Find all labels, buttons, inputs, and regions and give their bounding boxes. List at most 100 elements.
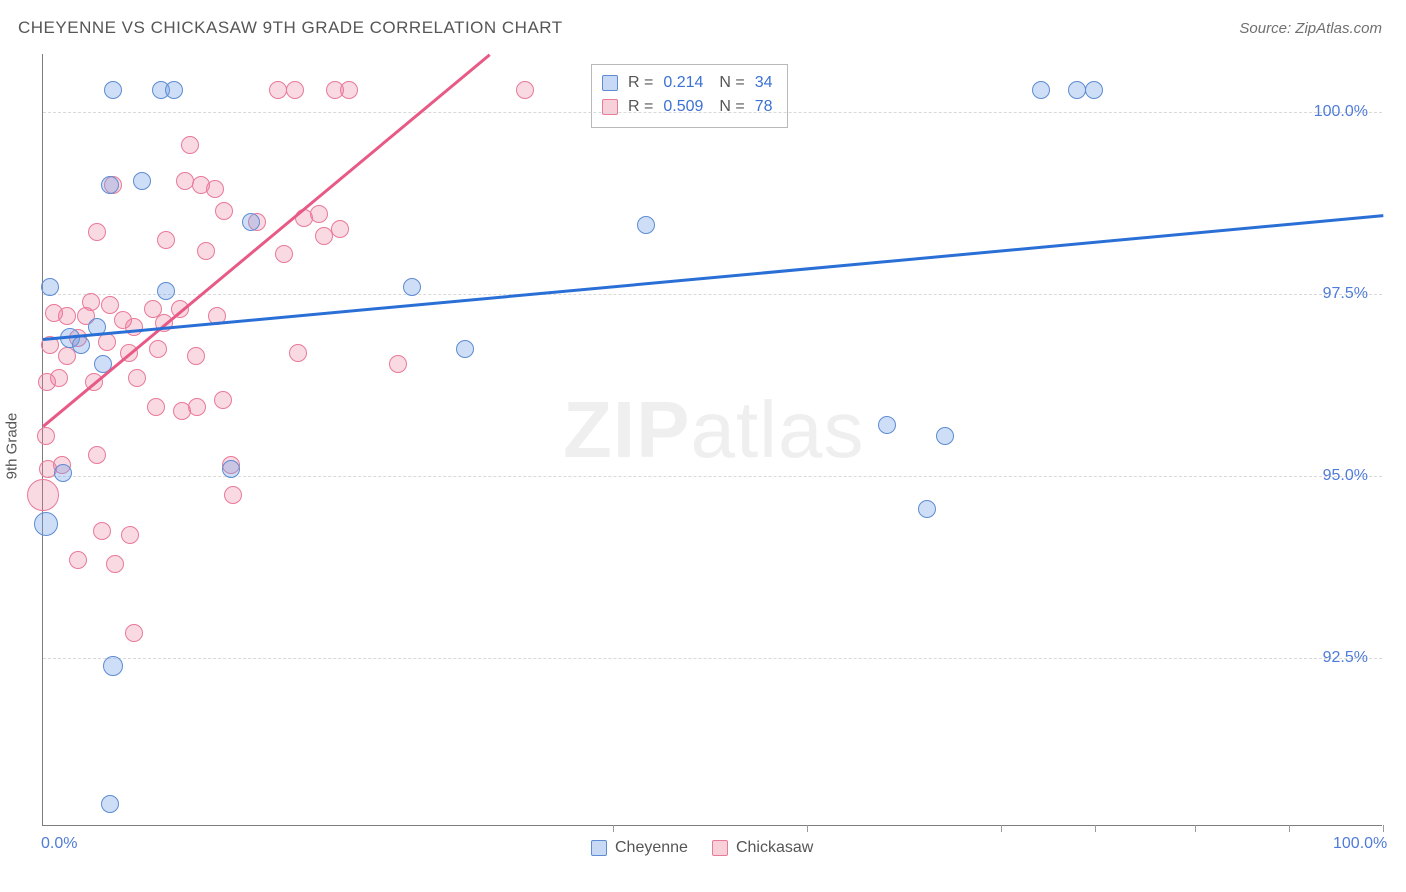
trend-line bbox=[42, 54, 490, 427]
chart-title: CHEYENNE VS CHICKASAW 9TH GRADE CORRELAT… bbox=[18, 18, 563, 38]
x-tick bbox=[1289, 825, 1290, 832]
x-tick bbox=[807, 825, 808, 832]
scatter-point-cheyenne bbox=[242, 213, 260, 231]
scatter-point-chickasaw bbox=[286, 81, 304, 99]
scatter-point-cheyenne bbox=[1032, 81, 1050, 99]
scatter-point-chickasaw bbox=[289, 344, 307, 362]
scatter-point-chickasaw bbox=[310, 205, 328, 223]
watermark-bold: ZIP bbox=[563, 385, 690, 474]
scatter-point-chickasaw bbox=[197, 242, 215, 260]
source-name: ZipAtlas.com bbox=[1295, 20, 1382, 37]
stats-r-label: R = bbox=[628, 71, 653, 95]
scatter-point-cheyenne bbox=[157, 282, 175, 300]
scatter-point-cheyenne bbox=[34, 512, 58, 536]
scatter-plot-area: ZIPatlas R = 0.214 N = 34 R = 0.509 N = … bbox=[42, 54, 1382, 826]
y-axis-label: 9th Grade bbox=[4, 413, 21, 480]
stats-n-label: N = bbox=[719, 95, 744, 119]
scatter-point-chickasaw bbox=[331, 220, 349, 238]
legend-item-cheyenne: Cheyenne bbox=[591, 839, 688, 857]
scatter-point-chickasaw bbox=[58, 307, 76, 325]
swatch-blue-icon bbox=[591, 840, 607, 856]
scatter-point-chickasaw bbox=[125, 318, 143, 336]
scatter-point-chickasaw bbox=[98, 333, 116, 351]
scatter-point-chickasaw bbox=[93, 522, 111, 540]
scatter-point-chickasaw bbox=[224, 486, 242, 504]
legend-item-chickasaw: Chickasaw bbox=[712, 839, 813, 857]
x-tick bbox=[613, 825, 614, 832]
x-tick bbox=[1095, 825, 1096, 832]
stats-row-chickasaw: R = 0.509 N = 78 bbox=[602, 95, 773, 119]
watermark-light: atlas bbox=[690, 385, 864, 474]
source-prefix: Source: bbox=[1239, 20, 1295, 37]
gridline-h bbox=[43, 112, 1382, 113]
watermark: ZIPatlas bbox=[563, 384, 864, 476]
scatter-point-chickasaw bbox=[188, 398, 206, 416]
trend-line bbox=[43, 214, 1383, 340]
scatter-point-cheyenne bbox=[637, 216, 655, 234]
correlation-stats-box: R = 0.214 N = 34 R = 0.509 N = 78 bbox=[591, 64, 788, 128]
scatter-point-chickasaw bbox=[88, 223, 106, 241]
scatter-point-chickasaw bbox=[147, 398, 165, 416]
gridline-h bbox=[43, 658, 1382, 659]
scatter-point-chickasaw bbox=[269, 81, 287, 99]
scatter-point-cheyenne bbox=[918, 500, 936, 518]
scatter-point-chickasaw bbox=[128, 369, 146, 387]
scatter-point-chickasaw bbox=[157, 231, 175, 249]
scatter-point-chickasaw bbox=[187, 347, 205, 365]
swatch-pink-icon bbox=[712, 840, 728, 856]
scatter-point-cheyenne bbox=[878, 416, 896, 434]
scatter-point-chickasaw bbox=[215, 202, 233, 220]
stats-n-value: 34 bbox=[755, 71, 773, 95]
scatter-point-cheyenne bbox=[103, 656, 123, 676]
scatter-point-cheyenne bbox=[101, 795, 119, 813]
scatter-point-chickasaw bbox=[106, 555, 124, 573]
y-tick-label: 97.5% bbox=[1323, 285, 1368, 303]
stats-r-value: 0.509 bbox=[663, 95, 703, 119]
scatter-point-cheyenne bbox=[72, 336, 90, 354]
scatter-point-chickasaw bbox=[149, 340, 167, 358]
y-tick-label: 100.0% bbox=[1314, 103, 1368, 121]
x-tick-label: 0.0% bbox=[41, 835, 77, 853]
scatter-point-cheyenne bbox=[222, 460, 240, 478]
scatter-point-chickasaw bbox=[37, 427, 55, 445]
scatter-point-cheyenne bbox=[165, 81, 183, 99]
scatter-point-chickasaw bbox=[82, 293, 100, 311]
stats-n-value: 78 bbox=[755, 95, 773, 119]
scatter-point-chickasaw bbox=[121, 526, 139, 544]
scatter-point-cheyenne bbox=[54, 464, 72, 482]
scatter-point-chickasaw bbox=[214, 391, 232, 409]
swatch-blue-icon bbox=[602, 75, 618, 91]
scatter-point-chickasaw bbox=[516, 81, 534, 99]
scatter-point-chickasaw bbox=[275, 245, 293, 263]
stats-r-label: R = bbox=[628, 95, 653, 119]
scatter-point-chickasaw bbox=[389, 355, 407, 373]
gridline-h bbox=[43, 294, 1382, 295]
scatter-point-chickasaw bbox=[88, 446, 106, 464]
scatter-point-cheyenne bbox=[101, 176, 119, 194]
scatter-point-cheyenne bbox=[403, 278, 421, 296]
x-tick bbox=[1001, 825, 1002, 832]
gridline-h bbox=[43, 476, 1382, 477]
x-tick bbox=[1383, 825, 1384, 832]
scatter-point-chickasaw bbox=[206, 180, 224, 198]
scatter-point-chickasaw bbox=[125, 624, 143, 642]
scatter-point-chickasaw bbox=[50, 369, 68, 387]
scatter-point-chickasaw bbox=[176, 172, 194, 190]
series-legend: Cheyenne Chickasaw bbox=[591, 839, 813, 857]
y-tick-label: 92.5% bbox=[1323, 649, 1368, 667]
legend-label: Chickasaw bbox=[736, 839, 813, 857]
scatter-point-cheyenne bbox=[133, 172, 151, 190]
y-tick-label: 95.0% bbox=[1323, 467, 1368, 485]
scatter-point-cheyenne bbox=[936, 427, 954, 445]
scatter-point-cheyenne bbox=[456, 340, 474, 358]
x-tick-label: 100.0% bbox=[1333, 835, 1387, 853]
scatter-point-chickasaw bbox=[315, 227, 333, 245]
scatter-point-chickasaw bbox=[27, 479, 59, 511]
stats-n-label: N = bbox=[719, 71, 744, 95]
legend-label: Cheyenne bbox=[615, 839, 688, 857]
scatter-point-chickasaw bbox=[69, 551, 87, 569]
scatter-point-chickasaw bbox=[340, 81, 358, 99]
scatter-point-cheyenne bbox=[104, 81, 122, 99]
x-tick bbox=[1195, 825, 1196, 832]
scatter-point-chickasaw bbox=[101, 296, 119, 314]
